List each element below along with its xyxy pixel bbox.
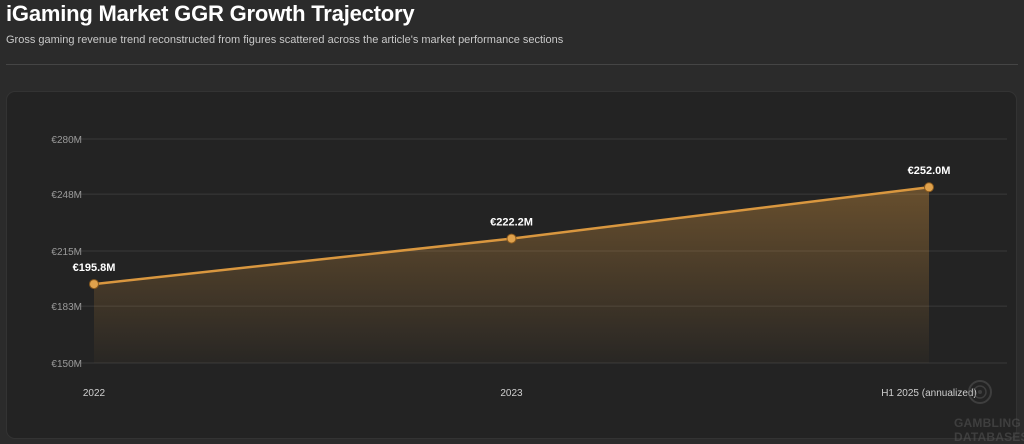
data-label: €195.8M [73, 262, 116, 274]
y-tick-label: €150M [51, 359, 82, 370]
x-tick-label: 2022 [83, 388, 106, 399]
x-tick-label: H1 2025 (annualized) [881, 388, 977, 399]
header-divider [6, 64, 1018, 65]
x-axis-ticks: 2022 2023 H1 2025 (annualized) [83, 388, 977, 399]
page-title: iGaming Market GGR Growth Trajectory [6, 1, 415, 26]
y-tick-label: €183M [51, 302, 82, 313]
data-point [924, 182, 934, 193]
data-point [506, 233, 517, 244]
data-label: €222.2M [490, 217, 533, 229]
ggr-area-chart: €150M €183M €215M €248M €280M €195.8M €222.2M… [51, 135, 1007, 399]
watermark: GAMBLING DATABASES [954, 378, 1024, 444]
roulette-badge-icon [968, 380, 992, 404]
watermark-line-1: GAMBLING [954, 416, 1021, 430]
y-axis-ticks: €150M €183M €215M €248M €280M [51, 135, 82, 370]
watermark-line-2: DATABASES [954, 430, 1024, 444]
chart-card: €150M €183M €215M €248M €280M €195.8M €222.2M… [6, 91, 1017, 439]
y-tick-label: €215M [51, 247, 82, 258]
x-tick-label: 2023 [500, 388, 523, 399]
data-label: €252.0M [908, 165, 951, 177]
data-point [89, 279, 99, 290]
area-layer [94, 187, 929, 363]
page-subtitle: Gross gaming revenue trend reconstructed… [6, 34, 564, 46]
y-tick-label: €248M [51, 190, 82, 201]
point-layer [89, 182, 934, 290]
data-label-layer: €195.8M €222.2M €252.0M [73, 165, 951, 274]
series-area [94, 187, 929, 363]
y-tick-label: €280M [51, 135, 82, 146]
